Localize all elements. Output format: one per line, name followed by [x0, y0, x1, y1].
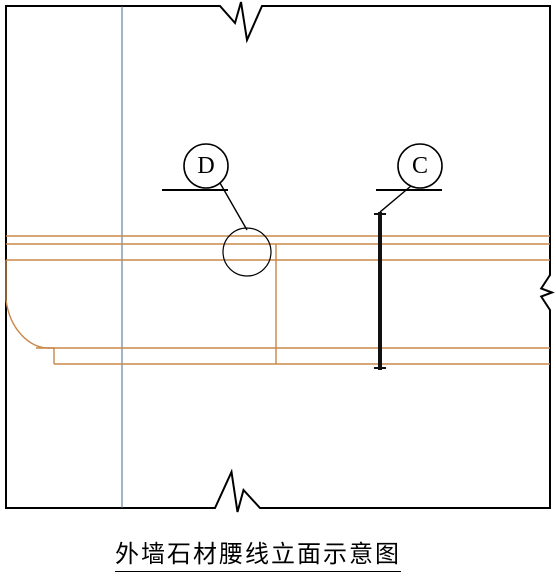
detail-circle [223, 228, 271, 276]
molding-profile [6, 236, 550, 364]
molding-left-curve [6, 260, 54, 364]
callout-leader-d [220, 183, 247, 230]
callout-c: C [376, 144, 442, 212]
elevation-diagram: DC [0, 0, 556, 579]
outer-frame [6, 2, 552, 512]
callout-d: D [162, 144, 247, 230]
caption-block: 外墙石材腰线立面示意图 [115, 534, 401, 572]
caption-text: 外墙石材腰线立面示意图 [115, 534, 401, 572]
callout-label-d: D [197, 153, 214, 179]
callout-label-c: C [412, 153, 428, 179]
